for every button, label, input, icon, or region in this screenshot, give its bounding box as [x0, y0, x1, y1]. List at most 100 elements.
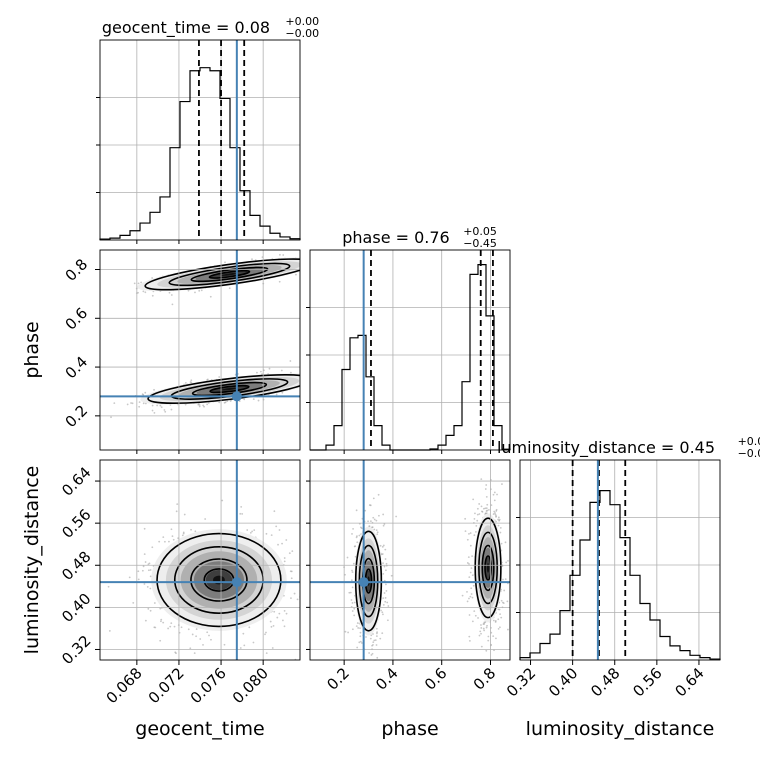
sample-point — [494, 621, 497, 623]
sample-point — [492, 619, 495, 622]
sample-point — [469, 595, 472, 598]
sample-point — [249, 531, 252, 534]
sample-point — [153, 412, 156, 414]
sample-point — [500, 542, 503, 545]
sample-point — [353, 607, 356, 610]
panel-title: luminosity_distance = 0.45 — [497, 438, 715, 458]
sample-point — [493, 499, 496, 502]
sample-point — [480, 478, 483, 480]
sample-point — [194, 291, 196, 294]
y-tick-label: 0.32 — [58, 632, 94, 668]
sample-point — [485, 649, 488, 652]
panel-background — [310, 250, 510, 450]
sample-point — [351, 569, 353, 572]
contour-line — [191, 381, 268, 397]
sample-point — [187, 289, 190, 292]
sample-point — [264, 633, 266, 636]
truth-marker — [231, 577, 242, 588]
sample-point — [198, 405, 201, 408]
x-tick-label: 0.6 — [421, 664, 451, 694]
sample-point — [466, 591, 468, 593]
sample-point — [358, 534, 361, 537]
panel-frame — [99, 459, 301, 661]
sample-point — [480, 627, 483, 629]
sample-point — [306, 259, 308, 261]
x-tick-label: 0.4 — [372, 664, 402, 694]
sample-point — [482, 627, 485, 630]
sample-point — [490, 504, 493, 507]
sample-point — [461, 594, 464, 597]
sample-point — [369, 520, 372, 523]
sample-point — [302, 379, 304, 381]
sample-point — [281, 542, 283, 545]
sample-point — [224, 401, 227, 404]
sample-point — [346, 556, 349, 559]
sample-point — [382, 603, 385, 606]
sample-point — [126, 403, 129, 406]
sample-point — [370, 654, 373, 656]
sample-point — [137, 578, 140, 581]
sample-point — [364, 509, 367, 512]
sample-point — [375, 627, 378, 630]
sample-point — [251, 530, 254, 533]
sample-point — [189, 381, 192, 383]
sample-point — [206, 403, 209, 406]
sample-point — [296, 598, 299, 601]
sample-point — [353, 614, 356, 617]
sample-point — [304, 600, 306, 602]
sample-point — [484, 660, 486, 662]
sample-point — [304, 254, 306, 256]
sample-point — [359, 631, 362, 634]
x-tick-label: 0.56 — [629, 664, 665, 700]
sample-point — [148, 562, 151, 565]
sample-point — [246, 529, 249, 531]
sample-point — [482, 507, 485, 510]
sample-point — [385, 562, 388, 565]
x-tick-label: 0.2 — [323, 664, 353, 694]
sample-point — [149, 609, 152, 612]
sample-point — [131, 402, 134, 405]
sample-point — [290, 577, 293, 580]
sample-point — [241, 513, 244, 515]
sample-point — [209, 295, 212, 298]
sample-point — [470, 593, 473, 595]
sample-point — [381, 545, 384, 548]
sample-point — [504, 541, 507, 544]
sample-point — [138, 401, 141, 404]
sample-point — [359, 627, 361, 630]
sample-point — [154, 626, 157, 629]
sample-point — [487, 635, 490, 638]
sample-point — [382, 544, 385, 547]
sample-point — [156, 404, 159, 407]
sample-point — [499, 626, 501, 629]
sample-point — [464, 517, 467, 520]
sample-point — [481, 510, 483, 513]
sample-point — [498, 608, 501, 611]
sample-point — [485, 510, 488, 512]
sample-point — [248, 626, 251, 629]
sample-point — [283, 557, 286, 559]
sample-point — [143, 527, 146, 530]
sample-point — [372, 497, 375, 500]
sample-point — [468, 635, 471, 638]
sample-point — [471, 574, 474, 577]
sample-point — [147, 607, 150, 610]
sample-point — [468, 597, 470, 600]
title-main: luminosity_distance = 0.45 — [497, 438, 715, 458]
sample-point — [301, 265, 303, 267]
sample-point — [170, 408, 173, 411]
sample-point — [484, 488, 487, 490]
sample-point — [243, 398, 246, 401]
sample-point — [499, 531, 502, 534]
sample-point — [467, 556, 470, 559]
sample-point — [137, 570, 140, 573]
sample-point — [195, 628, 198, 630]
density-level — [221, 387, 238, 391]
sample-point — [372, 641, 375, 644]
sample-point — [175, 510, 178, 513]
sample-point — [373, 528, 376, 531]
sample-point — [269, 620, 272, 623]
sample-point — [499, 613, 501, 615]
sample-point — [485, 484, 488, 486]
sample-point — [276, 616, 279, 619]
